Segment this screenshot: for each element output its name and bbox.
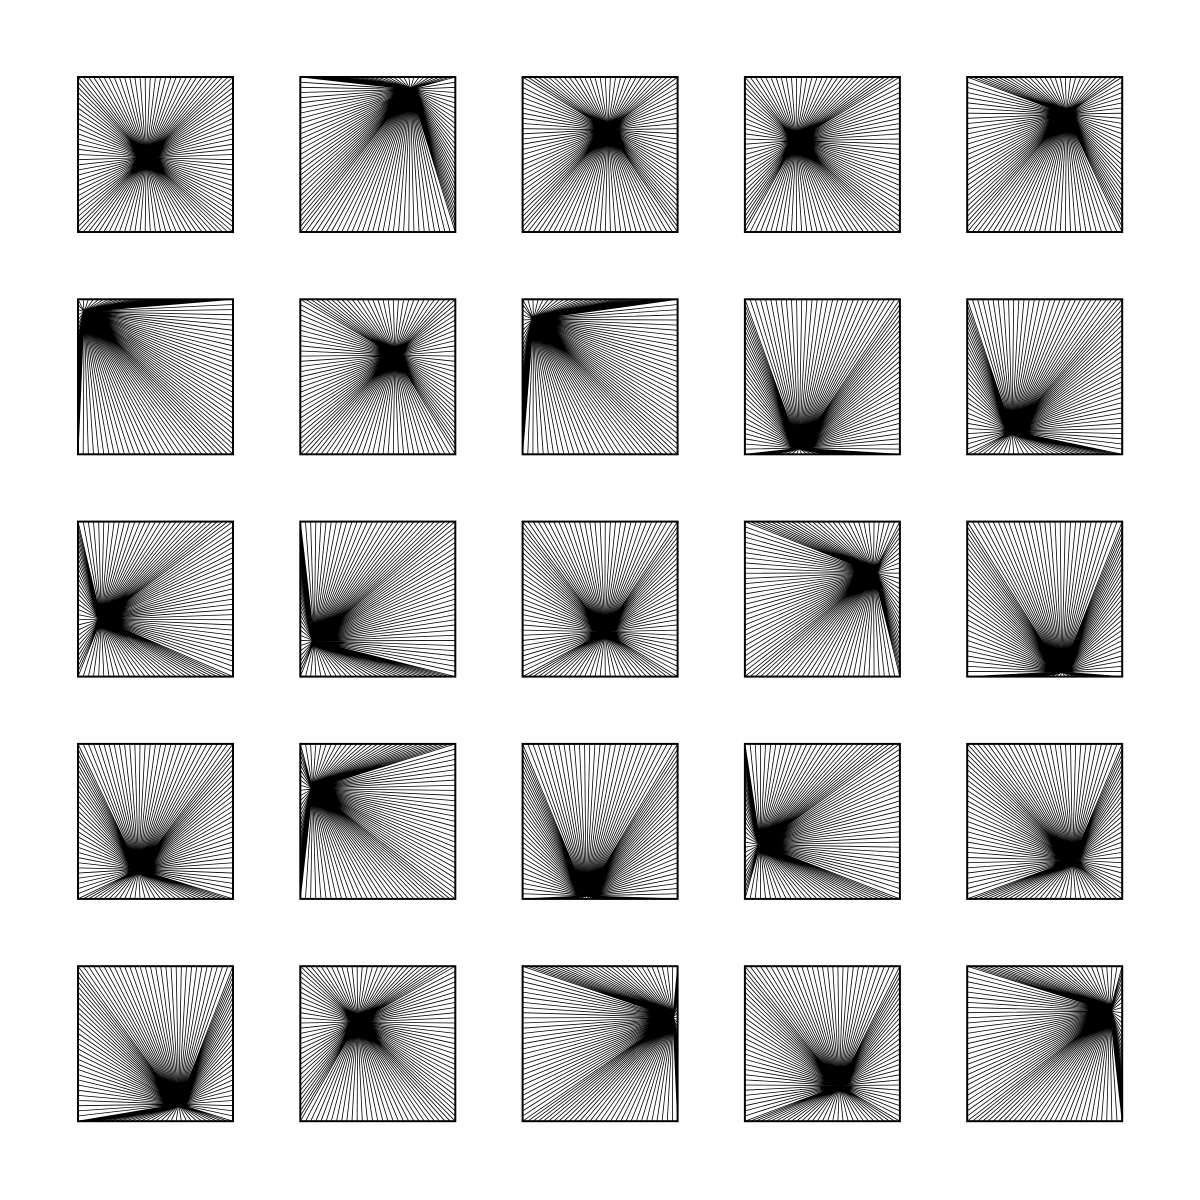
tile-frame bbox=[77, 298, 234, 456]
tile-frame bbox=[299, 965, 457, 1123]
tile-3-4 bbox=[743, 520, 901, 678]
tile-frame bbox=[521, 742, 679, 900]
tile-3-5 bbox=[966, 520, 1124, 678]
tile-rays bbox=[744, 76, 901, 233]
tile-frame bbox=[743, 742, 901, 900]
tile-1-1 bbox=[77, 76, 234, 233]
tile-3-2 bbox=[299, 520, 457, 678]
tile-4-3 bbox=[521, 742, 679, 900]
tile-frame bbox=[521, 520, 679, 678]
tile-rays bbox=[966, 965, 1123, 1122]
tile-rays bbox=[299, 965, 456, 1122]
tile-1-5 bbox=[966, 76, 1124, 233]
tile-3-3 bbox=[521, 520, 679, 678]
tile-5-1 bbox=[77, 965, 234, 1123]
tile-rays bbox=[744, 521, 901, 677]
tile-2-5 bbox=[966, 298, 1124, 456]
tile-4-5 bbox=[966, 742, 1124, 900]
tile-frame bbox=[77, 76, 234, 233]
tile-rays bbox=[77, 521, 234, 677]
tile-5-5 bbox=[966, 965, 1124, 1123]
tile-rays bbox=[744, 965, 901, 1122]
tile-rays bbox=[77, 743, 234, 900]
tile-3-1 bbox=[77, 520, 234, 678]
tile-frame bbox=[743, 520, 901, 678]
tile-2-3 bbox=[521, 298, 679, 456]
tile-rays bbox=[966, 299, 1123, 455]
tile-frame bbox=[521, 76, 679, 233]
tile-frame bbox=[966, 742, 1124, 900]
tile-rays bbox=[522, 965, 678, 1122]
tile-rays bbox=[522, 743, 678, 900]
tile-1-2 bbox=[299, 76, 457, 233]
tile-5-3 bbox=[521, 965, 679, 1123]
tile-rays bbox=[522, 76, 678, 233]
tile-frame bbox=[77, 520, 234, 678]
tile-frame bbox=[299, 76, 457, 233]
tile-frame bbox=[77, 742, 234, 900]
tile-frame bbox=[966, 520, 1124, 678]
tile-frame bbox=[521, 298, 679, 456]
tile-rays bbox=[522, 521, 678, 677]
tile-frame bbox=[966, 298, 1124, 456]
tile-rays bbox=[77, 76, 234, 233]
tile-rays bbox=[744, 743, 901, 900]
tile-2-4 bbox=[743, 298, 901, 456]
tile-rays bbox=[299, 743, 456, 900]
tile-frame bbox=[966, 965, 1124, 1123]
tile-rays bbox=[966, 76, 1123, 233]
tile-frame bbox=[299, 298, 457, 456]
tile-rays bbox=[966, 743, 1123, 900]
tile-rays bbox=[744, 299, 901, 455]
tile-frame bbox=[966, 76, 1124, 233]
tile-rays bbox=[299, 76, 456, 233]
tile-1-3 bbox=[521, 76, 679, 233]
tile-frame bbox=[743, 76, 901, 233]
tile-rays bbox=[299, 521, 456, 677]
tile-frame bbox=[743, 298, 901, 456]
tile-5-4 bbox=[743, 965, 901, 1123]
tile-rays bbox=[77, 965, 234, 1122]
tile-5-2 bbox=[299, 965, 457, 1123]
tile-frame bbox=[743, 965, 901, 1123]
tile-frame bbox=[299, 520, 457, 678]
tile-rays bbox=[522, 298, 678, 455]
tile-frame bbox=[299, 742, 457, 900]
tile-4-2 bbox=[299, 742, 457, 900]
tile-1-4 bbox=[743, 76, 901, 233]
tile-4-4 bbox=[743, 742, 901, 900]
tile-frame bbox=[521, 965, 679, 1123]
tile-2-2 bbox=[299, 298, 457, 456]
tile-2-1 bbox=[77, 298, 234, 456]
tile-rays bbox=[966, 521, 1123, 677]
tile-4-1 bbox=[77, 742, 234, 900]
tile-rays bbox=[300, 298, 456, 455]
tile-rays bbox=[77, 298, 234, 455]
tile-frame bbox=[77, 965, 234, 1123]
